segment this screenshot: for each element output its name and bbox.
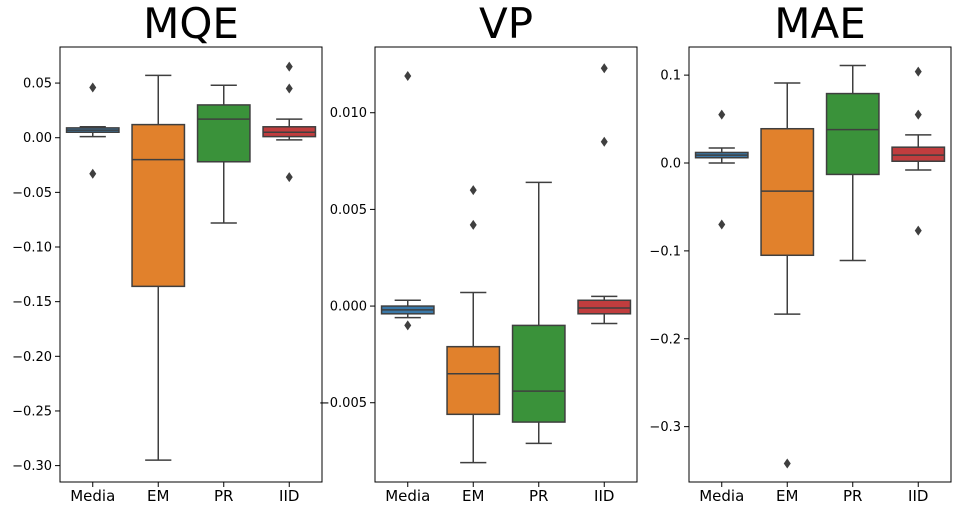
chart-panel-vp: VP 0.010 0.005 0.000 −0.005 Media EM PR IID [319, 0, 638, 505]
x-tick-label: EM [147, 487, 169, 505]
y-tick-label: 0.005 [330, 203, 367, 218]
box-pr [196, 84, 251, 224]
iqr-box [196, 104, 251, 163]
axes-frame [688, 46, 952, 483]
iqr-box [131, 123, 186, 288]
chart-panel-mqe: MQE 0.05 0.00 −0.05 −0.10 −0.15 −0.20 −0.25 −0.3… [12, 0, 323, 505]
outlier-point [285, 172, 293, 183]
x-tick-label: Media [70, 487, 115, 505]
iqr-box [446, 345, 501, 416]
x-tick-label: PR [529, 487, 548, 505]
iqr-box [891, 146, 946, 162]
outlier-point [718, 219, 726, 230]
box-media [65, 82, 120, 179]
y-tick-label: 0.010 [330, 106, 367, 121]
outlier-point [783, 458, 791, 469]
outlier-point [914, 66, 922, 77]
box-iid [577, 63, 632, 325]
x-tick-label: IID [594, 487, 614, 505]
y-tick-label: 0.0 [660, 157, 681, 172]
box-pr [511, 181, 566, 445]
outlier-point [914, 225, 922, 236]
x-tick-label: Media [699, 487, 744, 505]
y-tick-label: −0.10 [12, 241, 52, 256]
x-tick-label: PR [214, 487, 233, 505]
y-tick-label: −0.25 [12, 404, 52, 419]
outlier-point [285, 61, 293, 72]
iqr-box [511, 324, 566, 423]
y-tick-label: 0.05 [23, 77, 52, 92]
y-tick-label: −0.15 [12, 295, 52, 310]
outlier-point [914, 109, 922, 120]
y-tick-label: −0.1 [649, 244, 681, 259]
x-tick-label: Media [385, 487, 430, 505]
y-tick-label: −0.05 [12, 186, 52, 201]
x-tick-label: EM [462, 487, 484, 505]
chart-title: MAE [774, 0, 866, 48]
box-media [694, 109, 749, 230]
y-tick-label: 0.00 [23, 131, 52, 146]
chart-title: VP [479, 0, 533, 48]
y-tick-label: −0.2 [649, 332, 681, 347]
outlier-point [89, 82, 97, 93]
box-em [131, 74, 186, 461]
box-pr [825, 64, 880, 262]
iqr-box [825, 92, 880, 176]
box-em [760, 82, 815, 469]
x-tick-label: IID [279, 487, 299, 505]
outlier-point [469, 185, 477, 196]
x-tick-label: PR [843, 487, 862, 505]
outlier-point [404, 320, 412, 331]
outlier-point [600, 136, 608, 147]
box-media [380, 71, 435, 331]
outlier-point [404, 71, 412, 81]
iqr-box [577, 299, 632, 315]
box-iid [262, 61, 317, 183]
x-tick-label: IID [908, 487, 928, 505]
axes-frame [374, 46, 638, 483]
y-tick-label: −0.30 [12, 459, 52, 474]
outlier-point [285, 83, 293, 94]
x-tick-label: EM [776, 487, 798, 505]
axes-frame [59, 46, 323, 483]
iqr-box [760, 127, 815, 257]
chart-panel-mae: MAE 0.1 0.0 −0.1 −0.2 −0.3 Media EM PR IID [649, 0, 952, 505]
y-tick-label: −0.005 [319, 396, 367, 411]
y-tick-label: 0.1 [660, 69, 681, 84]
chart-title: MQE [143, 0, 239, 48]
y-tick-label: 0.000 [330, 300, 367, 315]
outlier-point [600, 63, 608, 74]
outlier-point [469, 219, 477, 230]
y-tick-label: −0.3 [649, 420, 681, 435]
box-iid [891, 66, 946, 236]
outlier-point [718, 109, 726, 120]
y-tick-label: −0.20 [12, 350, 52, 365]
box-em [446, 185, 501, 464]
outlier-point [89, 168, 97, 179]
